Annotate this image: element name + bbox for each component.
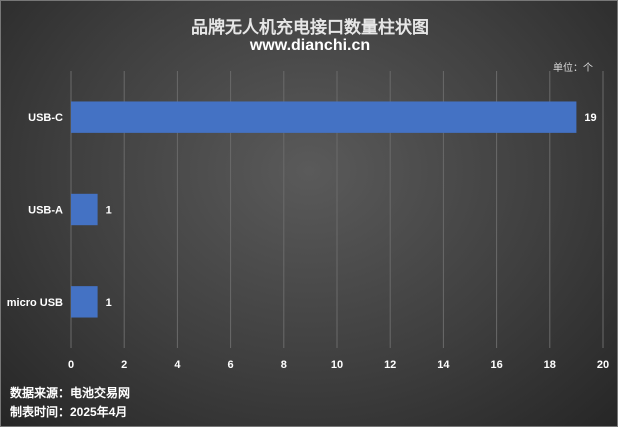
footer: 数据来源：电池交易网 制表时间：2025年4月 (10, 384, 130, 422)
x-tick-label: 10 (331, 359, 343, 371)
x-tick-label: 18 (544, 359, 556, 371)
bar-usb-c (71, 101, 577, 133)
data-label: 1 (106, 205, 112, 217)
bar-usb-a (71, 193, 98, 226)
x-tick-label: 12 (384, 359, 396, 371)
x-tick-label: 2 (121, 359, 127, 371)
bar-chart: 0 2 4 6 8 10 12 14 16 18 20 USB-C 19 USB-A 1 micro USB 1 (7, 71, 609, 371)
unit-label: 单位：个 (553, 63, 593, 74)
data-label: 19 (584, 112, 596, 124)
x-tick-label: 20 (597, 359, 609, 371)
bars (71, 101, 577, 318)
x-tick-label: 8 (281, 359, 287, 371)
chart-subtitle: www.dianchi.cn (249, 37, 371, 54)
x-tick-label: 6 (228, 359, 234, 371)
x-tick-label: 14 (437, 359, 450, 371)
category-label: USB-A (28, 205, 63, 217)
category-label: USB-C (28, 112, 63, 124)
date-note: 制表时间：2025年4月 (10, 405, 128, 419)
x-tick-label: 16 (490, 359, 502, 371)
source-note: 数据来源：电池交易网 (10, 386, 131, 400)
category-label: micro USB (7, 297, 63, 309)
data-label: 1 (106, 297, 112, 309)
labels: 0 2 4 6 8 10 12 14 16 18 20 USB-C 19 USB-A 1 micro USB 1 (7, 112, 609, 371)
bar-micro-usb (71, 286, 98, 318)
x-tick-label: 4 (174, 359, 181, 371)
x-tick-label: 0 (68, 359, 74, 371)
chart-title: 品牌无人机充电接口数量柱状图 (191, 18, 429, 38)
